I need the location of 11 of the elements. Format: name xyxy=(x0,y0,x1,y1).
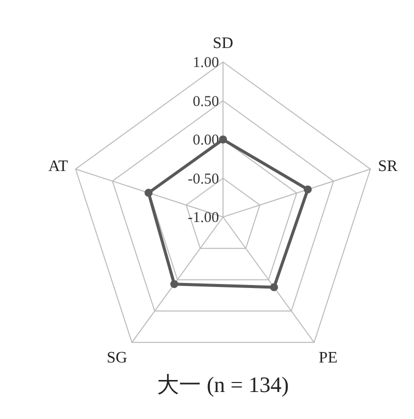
spoke-label: AT xyxy=(48,158,68,176)
y-tick-label: 0.50 xyxy=(192,94,219,110)
spoke-label: SD xyxy=(212,35,234,52)
y-tick-label: 1.00 xyxy=(192,55,219,71)
y-tick-label: -0.50 xyxy=(188,171,219,188)
spoke-label: PE xyxy=(318,349,338,366)
text: 大一 (n = 134) xyxy=(157,372,289,397)
y-tick-label: -1.00 xyxy=(188,210,219,226)
y-tick-label: 0.00 xyxy=(192,132,219,148)
spoke-label: SG xyxy=(106,349,128,366)
spoke-label: SR xyxy=(378,158,398,176)
